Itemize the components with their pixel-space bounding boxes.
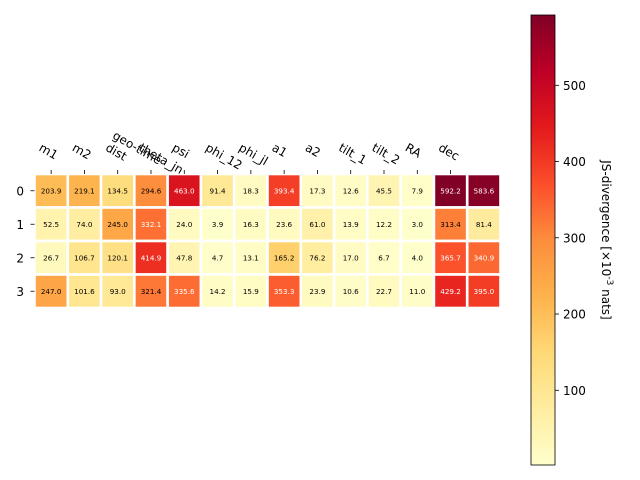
heatmap-cell [299, 273, 336, 310]
heatmap-cell [465, 273, 502, 310]
cell-value-label: 23.9 [309, 287, 325, 296]
heatmap-cell [166, 206, 203, 243]
cell-value-label: 313.4 [440, 220, 461, 229]
heatmap-cell [432, 206, 469, 243]
cell-value-label: 321.4 [141, 287, 162, 296]
heatmap-cell [399, 273, 436, 310]
cell-value-label: 592.2 [440, 186, 461, 195]
cell-value-label: 61.0 [309, 220, 325, 229]
colorbar-tick-label: 500 [563, 79, 586, 93]
cell-value-label: 245.0 [107, 220, 128, 229]
cell-value-label: 365.7 [440, 253, 461, 262]
colorbar-gradient [530, 14, 556, 466]
cell-value-label: 335.6 [174, 287, 195, 296]
cell-value-label: 23.6 [276, 220, 292, 229]
cell-value-label: 11.0 [409, 287, 425, 296]
heatmap-cell [133, 273, 169, 310]
cell-value-label: 332.1 [141, 220, 162, 229]
colorbar-tick-label: 300 [563, 231, 586, 245]
cell-value-label: 81.4 [476, 220, 492, 229]
cell-value-label: 13.9 [343, 220, 359, 229]
cell-value-label: 12.2 [376, 220, 392, 229]
column-label: a1 [270, 140, 290, 160]
cell-value-label: 18.3 [243, 186, 259, 195]
row-label: 1 [16, 218, 24, 232]
heatmap-cell [266, 172, 303, 209]
colorbar-label: JS-divergence [×10-3 nats] [599, 159, 614, 319]
cell-value-label: 463.0 [174, 186, 195, 195]
cell-value-label: 24.0 [176, 220, 192, 229]
cell-value-label: 15.9 [243, 287, 259, 296]
cell-value-label: 414.9 [141, 253, 162, 262]
cell-value-label: 101.6 [74, 287, 95, 296]
colorbar-tick-label: 200 [563, 308, 586, 322]
heatmap-cell [266, 239, 303, 276]
cell-value-label: 120.1 [107, 253, 128, 262]
cell-value-label: 13.1 [243, 253, 259, 262]
row-labels: 0 1 2 3 [16, 184, 35, 299]
column-label: tilt_2 [370, 140, 403, 167]
cell-value-label: 165.2 [274, 253, 295, 262]
heatmap-cell [99, 273, 136, 310]
cell-value-label: 17.0 [343, 253, 359, 262]
row-label: 2 [16, 251, 24, 265]
cell-value-label: 3.0 [412, 220, 424, 229]
heatmap-cell [232, 273, 269, 310]
cell-value-label: 22.7 [376, 287, 392, 296]
cell-value-label: 45.5 [376, 186, 392, 195]
column-label: phi_12 [203, 140, 244, 172]
cell-value-label: 10.6 [343, 287, 359, 296]
cell-value-label: 340.9 [474, 253, 495, 262]
heatmap-cell [99, 206, 136, 243]
heatmap-cell [199, 273, 236, 310]
cell-value-label: 106.7 [74, 253, 95, 262]
row-label: 3 [16, 285, 24, 299]
colorbar: 100 200 300 400 500 JS-divergence [×10-3 nat… [530, 14, 614, 466]
colorbar-tick-label: 400 [563, 155, 586, 169]
heatmap-cell [166, 273, 203, 310]
cell-value-label: 14.2 [210, 287, 226, 296]
cell-value-label: 353.3 [274, 287, 295, 296]
cell-value-label: 393.4 [274, 186, 295, 195]
cell-value-label: 203.9 [41, 186, 62, 195]
heatmap-cells: 203.9 219.1 134.5 294.6 463.0 91.4 18.3 393.4 17… [33, 172, 502, 310]
column-label: m1 [37, 140, 61, 162]
cell-value-label: 294.6 [141, 186, 162, 195]
column-label: tilt_1 [336, 140, 369, 167]
row-label: 0 [16, 184, 24, 198]
cell-value-label: 16.3 [243, 220, 259, 229]
cell-value-label: 7.9 [412, 186, 424, 195]
cell-value-label: 26.7 [43, 253, 59, 262]
cell-value-label: 3.9 [212, 220, 224, 229]
cell-value-label: 91.4 [210, 186, 226, 195]
colorbar-ticks: 100 200 300 400 500 [555, 79, 586, 398]
cell-value-label: 395.0 [474, 287, 495, 296]
column-label: m2 [70, 140, 94, 162]
cell-value-label: 134.5 [107, 186, 128, 195]
column-label: dec [436, 140, 462, 163]
cell-value-label: 74.0 [76, 220, 92, 229]
column-label: a2 [303, 140, 323, 160]
cell-value-label: 4.7 [212, 253, 223, 262]
cell-value-label: 4.0 [412, 253, 424, 262]
heatmap-cell [299, 206, 336, 243]
cell-value-label: 219.1 [74, 186, 95, 195]
cell-value-label: 76.2 [309, 253, 325, 262]
cell-value-label: 583.6 [474, 186, 495, 195]
cell-value-label: 247.0 [41, 287, 62, 296]
cell-value-label: 17.3 [309, 186, 325, 195]
cell-value-label: 52.5 [43, 220, 59, 229]
cell-value-label: 47.8 [176, 253, 192, 262]
cell-value-label: 429.2 [440, 287, 461, 296]
cell-value-label: 12.6 [343, 186, 359, 195]
cell-value-label: 93.0 [110, 287, 126, 296]
colorbar-tick-label: 100 [563, 384, 586, 398]
column-label: RA [403, 140, 425, 161]
cell-value-label: 6.7 [378, 253, 389, 262]
heatmap-cell [99, 239, 136, 276]
